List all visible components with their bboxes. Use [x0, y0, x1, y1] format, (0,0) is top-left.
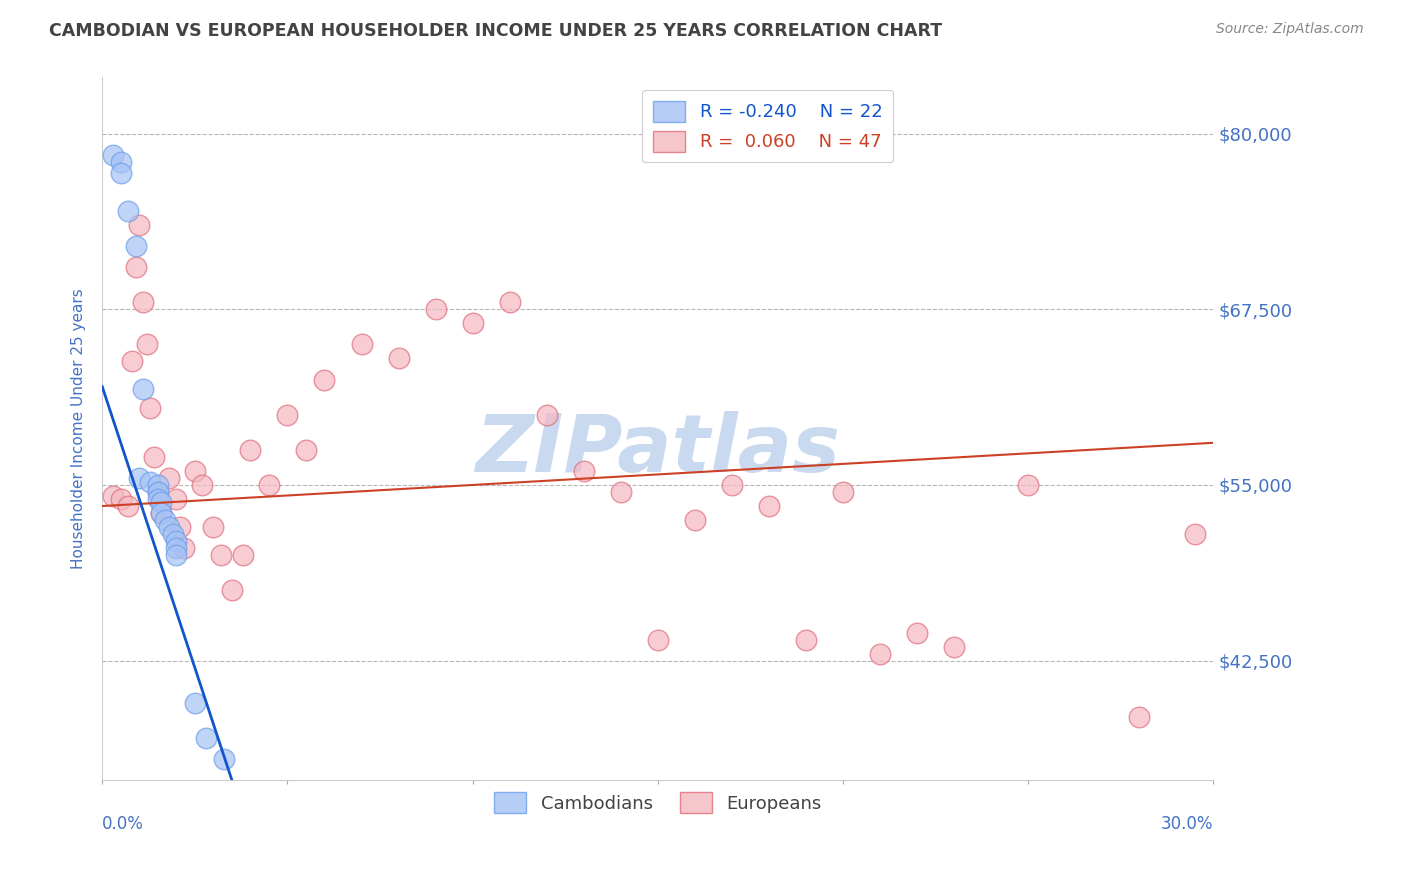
Point: [139, 475, 162, 490]
Point: [905, 625, 928, 640]
Legend: Cambodians, Europeans: Cambodians, Europeans: [486, 785, 830, 821]
Point: [295, 442, 318, 457]
Point: [221, 583, 243, 598]
Point: [314, 373, 336, 387]
Point: [794, 632, 817, 647]
Point: [536, 408, 558, 422]
Point: [425, 302, 447, 317]
Point: [143, 450, 166, 464]
Point: [184, 464, 207, 478]
Text: Source: ZipAtlas.com: Source: ZipAtlas.com: [1216, 22, 1364, 37]
Text: 0.0%: 0.0%: [103, 815, 143, 833]
Point: [135, 337, 157, 351]
Point: [498, 295, 520, 310]
Point: [150, 506, 173, 520]
Point: [257, 478, 280, 492]
Point: [128, 218, 150, 232]
Point: [124, 239, 146, 253]
Point: [214, 752, 236, 766]
Point: [184, 696, 207, 710]
Point: [647, 632, 669, 647]
Point: [169, 520, 191, 534]
Point: [239, 442, 262, 457]
Point: [572, 464, 595, 478]
Point: [209, 548, 232, 562]
Point: [132, 383, 155, 397]
Point: [350, 337, 373, 351]
Point: [139, 401, 162, 415]
Text: CAMBODIAN VS EUROPEAN HOUSEHOLDER INCOME UNDER 25 YEARS CORRELATION CHART: CAMBODIAN VS EUROPEAN HOUSEHOLDER INCOME…: [49, 22, 942, 40]
Point: [276, 408, 298, 422]
Point: [128, 471, 150, 485]
Point: [121, 354, 143, 368]
Point: [1128, 710, 1150, 724]
Point: [387, 351, 409, 366]
Point: [117, 499, 139, 513]
Point: [610, 485, 633, 500]
Point: [150, 506, 173, 520]
Point: [110, 491, 132, 506]
Point: [461, 317, 484, 331]
Y-axis label: Householder Income Under 25 years: Householder Income Under 25 years: [72, 288, 86, 569]
Point: [758, 499, 780, 513]
Point: [157, 471, 180, 485]
Point: [683, 513, 706, 527]
Point: [146, 485, 169, 500]
Point: [103, 489, 125, 503]
Point: [146, 478, 169, 492]
Point: [721, 478, 744, 492]
Point: [194, 731, 217, 745]
Point: [165, 491, 187, 506]
Point: [232, 548, 254, 562]
Point: [191, 478, 214, 492]
Text: 30.0%: 30.0%: [1161, 815, 1213, 833]
Point: [110, 154, 132, 169]
Point: [869, 647, 891, 661]
Point: [153, 513, 176, 527]
Point: [146, 485, 169, 500]
Point: [165, 534, 187, 549]
Point: [162, 527, 184, 541]
Point: [1184, 527, 1206, 541]
Point: [165, 541, 187, 556]
Point: [110, 166, 132, 180]
Point: [146, 491, 169, 506]
Point: [1017, 478, 1039, 492]
Point: [132, 295, 155, 310]
Point: [103, 147, 125, 161]
Point: [165, 548, 187, 562]
Text: ZIPatlas: ZIPatlas: [475, 411, 841, 489]
Point: [124, 260, 146, 274]
Point: [117, 203, 139, 218]
Point: [173, 541, 195, 556]
Point: [202, 520, 225, 534]
Point: [150, 495, 173, 509]
Point: [157, 520, 180, 534]
Point: [832, 485, 855, 500]
Point: [943, 640, 966, 654]
